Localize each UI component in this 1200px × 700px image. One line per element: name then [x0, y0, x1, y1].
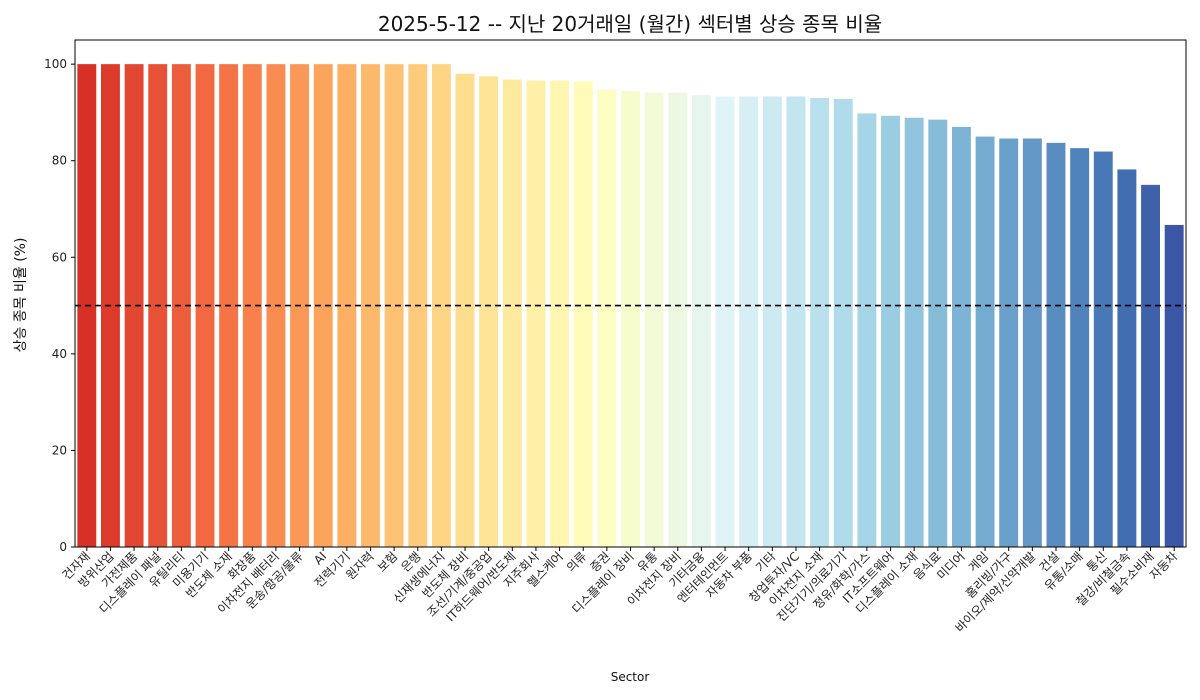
- bar: [762, 96, 782, 548]
- x-axis-label: Sector: [611, 670, 650, 684]
- bar: [904, 117, 924, 548]
- bar: [691, 95, 711, 548]
- bar: [1141, 184, 1160, 548]
- y-tick-label: 60: [52, 250, 67, 264]
- y-tick-label: 80: [52, 154, 67, 168]
- bar: [928, 119, 948, 548]
- bar: [526, 80, 546, 547]
- bar: [479, 76, 499, 548]
- bar: [431, 64, 451, 547]
- bar: [573, 81, 593, 547]
- bar: [810, 97, 830, 547]
- bar: [242, 64, 262, 547]
- y-axis-label: 상승 종목 비율 (%): [13, 238, 29, 353]
- bar: [1046, 142, 1066, 547]
- bar: [313, 64, 333, 547]
- bar: [833, 98, 853, 547]
- bar: [668, 92, 688, 547]
- bar: [597, 89, 617, 547]
- y-tick-label: 40: [52, 347, 67, 361]
- bar: [171, 64, 191, 547]
- chart-title: 2025-5-12 -- 지난 20거래일 (월간) 섹터별 상승 종목 비율: [378, 12, 882, 36]
- bar: [550, 80, 570, 547]
- y-tick-label: 0: [59, 540, 67, 554]
- bar: [1022, 138, 1042, 547]
- x-tick-label: 보험: [375, 549, 401, 575]
- bar: [857, 113, 877, 547]
- bar: [975, 136, 995, 547]
- bar: [739, 96, 759, 548]
- bar: [621, 91, 640, 548]
- bar: [715, 96, 735, 548]
- bar: [1164, 224, 1184, 547]
- x-tick-label: 원자력: [343, 549, 376, 582]
- bar: [881, 115, 900, 547]
- bar: [124, 64, 144, 547]
- bar: [1093, 151, 1113, 548]
- y-tick-label: 100: [44, 57, 67, 71]
- x-tick-label: 미디어: [934, 549, 967, 582]
- bar: [1070, 148, 1090, 547]
- y-tick-label: 20: [52, 443, 67, 457]
- bar: [502, 79, 522, 547]
- bar: [951, 126, 971, 547]
- bar: [1117, 169, 1137, 547]
- bar: [786, 96, 806, 548]
- bar: [999, 138, 1019, 547]
- bar: [644, 92, 664, 547]
- bar: [384, 64, 404, 547]
- bar: [455, 73, 475, 548]
- x-tick-label: 자동차: [1147, 549, 1180, 582]
- x-tick-label: 의류: [564, 549, 590, 575]
